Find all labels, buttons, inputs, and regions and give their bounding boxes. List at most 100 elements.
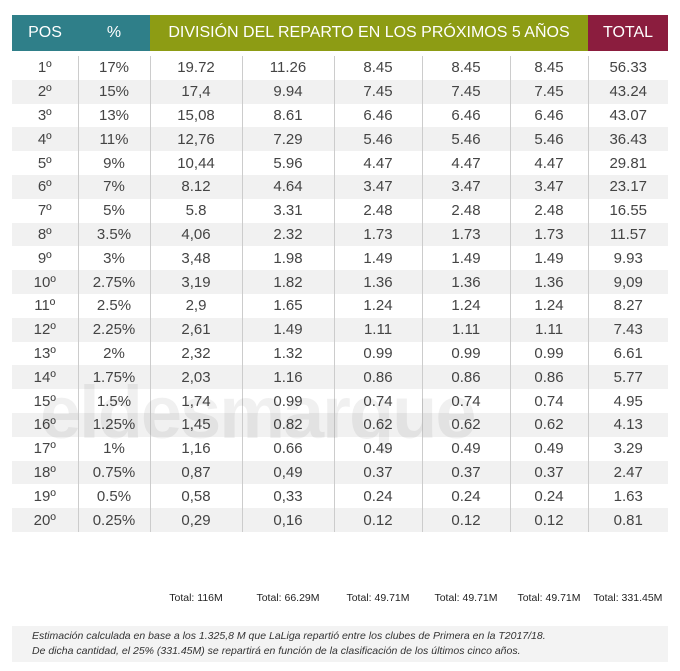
table-cell: 4º — [12, 127, 78, 152]
table-cell: 3,48 — [149, 246, 242, 271]
table-cell: 3,19 — [149, 270, 242, 294]
table-cell: 8.61 — [241, 103, 334, 128]
table-cell: 4,06 — [149, 222, 242, 247]
table-cell: 15º — [33, 392, 56, 410]
table-cell: 1.36 — [509, 270, 588, 294]
table-cell: 7.45 — [509, 79, 588, 104]
table-cell: 0.99 — [241, 389, 334, 413]
table-cell: 6º — [12, 174, 78, 199]
table-cell: 7% — [77, 174, 150, 199]
table-cell: 18º — [12, 460, 78, 485]
table-cell: 16.55 — [587, 198, 668, 223]
table-row: 9º 3% 3,48 1.98 1.49 1.49 1.49 9.93 — [12, 246, 668, 271]
table-cell: 17% — [77, 56, 150, 80]
footnote: Estimación calculada en base a los 1.325… — [12, 626, 668, 662]
table-row: 14º 1.75% 2,03 1.16 0.86 0.86 0.86 5.77 — [12, 365, 668, 390]
table-cell: 8.45 — [333, 56, 422, 80]
table-cell: 0.66 — [241, 436, 334, 461]
table-cell: 0.12 — [421, 508, 510, 532]
table-cell: 0.37 — [421, 460, 510, 485]
table-cell: 0.86 — [421, 365, 510, 390]
table-cell: 0.24 — [509, 484, 588, 509]
table-cell: 0.25% — [77, 508, 150, 532]
table-cell: 0.49 — [333, 436, 422, 461]
table-cell: 5.46 — [509, 127, 588, 152]
table-cell: 7.43 — [587, 317, 668, 342]
table-row: 3º 13% 15,08 8.61 6.46 6.46 6.46 43.07 — [12, 103, 668, 128]
table-cell: 1.49 — [509, 246, 588, 271]
table-cell: 2,03 — [149, 365, 242, 390]
table-cell: 5º — [37, 154, 52, 172]
table-cell: 2.32 — [241, 222, 334, 247]
column-total: Total: 116M — [169, 592, 223, 604]
table-cell: 9,09 — [587, 270, 668, 294]
table-cell: 13º — [33, 344, 56, 362]
table-row: 19º 0.5% 0,58 0,33 0.24 0.24 0.24 1.63 — [12, 484, 668, 509]
table-cell: 7.29 — [241, 127, 334, 152]
table-row: 15º 1.5% 1,74 0.99 0.74 0.74 0.74 4.95 — [12, 389, 668, 413]
table-cell: 0.24 — [333, 484, 422, 509]
table-cell: 1.16 — [241, 365, 334, 390]
table-cell: 15,08 — [149, 103, 242, 128]
table-row: 7º 5% 5.8 3.31 2.48 2.48 2.48 16.55 — [12, 198, 668, 223]
table-cell: 1.32 — [241, 341, 334, 366]
table-cell: 7º — [37, 202, 52, 220]
table-row: 18º 0.75% 0,87 0,49 0.37 0.37 0.37 2.47 — [12, 460, 668, 485]
table-cell: 2.48 — [509, 198, 588, 223]
table-cell: 6.46 — [421, 103, 510, 128]
table-cell: 0.75% — [77, 460, 150, 485]
table-cell: 2,9 — [149, 293, 242, 318]
table-cell: 1.63 — [587, 484, 668, 509]
table-cell: 5.46 — [333, 127, 422, 152]
table-cell: 11.57 — [587, 222, 668, 247]
table-row: 5º 9% 10,44 5.96 4.47 4.47 4.47 29.81 — [12, 151, 668, 175]
table-cell: 16º — [12, 412, 78, 437]
table-cell: 1,74 — [149, 389, 242, 413]
table-cell: 0.5% — [77, 484, 150, 509]
header-total-label: TOTAL — [602, 24, 654, 41]
footnote-line-2: De dicha cantidad, el 25% (331.45M) se r… — [32, 645, 521, 657]
table-cell: 10,44 — [149, 151, 242, 175]
table-cell: 9º — [37, 249, 52, 267]
table-cell: 5.77 — [587, 365, 668, 390]
table-cell: 36.43 — [587, 127, 668, 152]
table-cell: 7.45 — [421, 79, 510, 104]
table-cell: 0,49 — [241, 460, 334, 485]
table-cell: 12,76 — [149, 127, 242, 152]
header-division: DIVISIÓN DEL REPARTO EN LOS PRÓXIMOS 5 A… — [150, 15, 588, 51]
table-cell: 43.24 — [587, 79, 668, 104]
table-cell: 0.37 — [333, 460, 422, 485]
table-cell: 17º — [33, 440, 56, 458]
table-cell: 1.65 — [241, 293, 334, 318]
table-cell: 1.49 — [241, 317, 334, 342]
table-cell: 2º — [12, 79, 78, 104]
table-cell: 4.47 — [421, 151, 510, 175]
table-cell: 1.49 — [421, 246, 510, 271]
table-cell: 9% — [77, 151, 150, 175]
table-row: 1º 17% 19.72 11.26 8.45 8.45 8.45 56.33 — [12, 56, 668, 80]
table-cell: 8.12 — [149, 174, 242, 199]
table-cell: 6.46 — [509, 103, 588, 128]
table-cell: 0.86 — [333, 365, 422, 390]
table-cell: 9.94 — [241, 79, 334, 104]
table-row: 20º 0.25% 0,29 0,16 0.12 0.12 0.12 0.81 — [12, 508, 668, 532]
table-cell: 2,61 — [149, 317, 242, 342]
table-cell: 4.47 — [333, 151, 422, 175]
table-cell: 0.74 — [509, 389, 588, 413]
table-cell: 1.25% — [77, 412, 150, 437]
table-cell: 0.37 — [509, 460, 588, 485]
table-cell: 2,32 — [149, 341, 242, 366]
table-cell: 3.5% — [77, 222, 150, 247]
table-cell: 7.45 — [333, 79, 422, 104]
table-cell: 9.93 — [587, 246, 668, 271]
table-cell: 8.45 — [509, 56, 588, 80]
footnote-line-1: Estimación calculada en base a los 1.325… — [32, 630, 546, 642]
table-cell: 14º — [12, 365, 78, 390]
table-cell: 0.62 — [333, 412, 422, 437]
table-cell: 5.8 — [149, 198, 242, 223]
table-cell: 2.5% — [77, 293, 150, 318]
table-row: 8º 3.5% 4,06 2.32 1.73 1.73 1.73 11.57 — [12, 222, 668, 247]
table-cell: 15% — [77, 79, 150, 104]
table-cell: 0.74 — [421, 389, 510, 413]
table-cell: 1.73 — [333, 222, 422, 247]
